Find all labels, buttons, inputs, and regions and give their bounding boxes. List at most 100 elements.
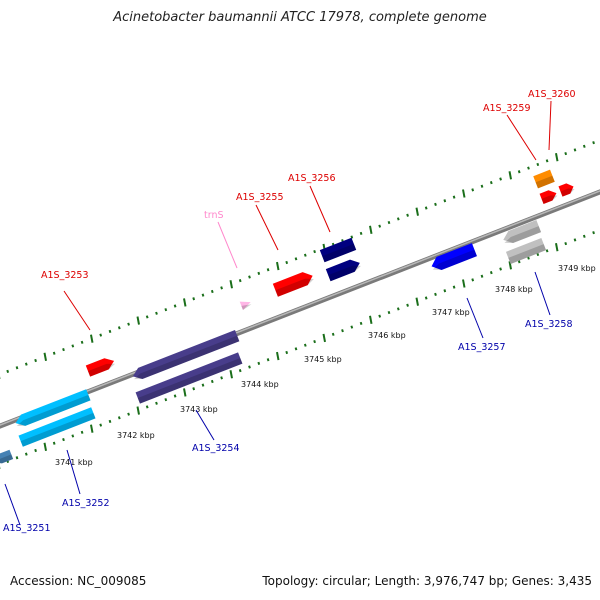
feature-a1s_3253[interactable]	[85, 355, 116, 377]
feature-arrow[interactable]	[539, 188, 559, 205]
feature-a1s_3254[interactable]	[131, 330, 243, 404]
feature-arrow[interactable]	[272, 269, 315, 297]
feature-arrow[interactable]	[239, 298, 253, 311]
forward-tick	[434, 202, 437, 206]
forward-tick	[6, 369, 10, 373]
feature-arrow[interactable]	[501, 220, 542, 246]
label-leader	[534, 271, 551, 316]
forward-tick	[145, 315, 149, 319]
feature-shading	[508, 244, 547, 264]
feature-arrow[interactable]	[505, 238, 547, 264]
forward-tick	[164, 308, 168, 312]
feature-label[interactable]: A1S_3256	[288, 173, 336, 184]
forward-tick	[108, 329, 112, 334]
label-leader	[66, 449, 81, 495]
reverse-tick	[545, 249, 549, 253]
forward-tick	[90, 334, 94, 343]
feature-label[interactable]: A1S_3259	[483, 103, 531, 114]
forward-tick	[99, 333, 103, 337]
scale-labels: 3741 kbp 3742 kbp 3743 kbp 3744 kbp 3745 kbp…	[55, 264, 596, 467]
feature-label[interactable]: trnS	[204, 210, 224, 221]
reverse-tick	[480, 274, 484, 278]
reverse-tick	[452, 285, 456, 289]
feature-shading	[87, 363, 116, 377]
forward-tick	[592, 141, 595, 145]
feature-arrow[interactable]	[135, 352, 243, 404]
forward-tick	[285, 260, 289, 265]
feature-shading	[137, 358, 243, 404]
feature-arrow[interactable]	[131, 330, 240, 382]
feature-a1s_3258[interactable]	[501, 220, 547, 264]
feature-label[interactable]: A1S_3254	[192, 443, 240, 454]
reverse-tick	[592, 231, 595, 235]
reverse-tick	[415, 297, 419, 306]
reverse-tick	[248, 365, 251, 369]
forward-tick	[545, 159, 549, 163]
forward-tick	[34, 358, 37, 363]
reverse-tick	[582, 234, 586, 238]
forward-tick	[248, 275, 251, 279]
label-leader	[548, 100, 552, 151]
feature-arrow[interactable]	[0, 449, 14, 467]
feature-shading	[535, 175, 555, 189]
feature-a1s_3259[interactable]	[533, 169, 555, 189]
forward-tick	[155, 311, 158, 315]
feature-a1s_3257[interactable]	[429, 243, 477, 273]
forward-tick	[517, 170, 521, 174]
feature-label[interactable]: A1S_3257	[458, 342, 506, 353]
forward-tick	[313, 249, 316, 254]
feature-label[interactable]: A1S_3260	[528, 89, 576, 100]
feature-arrow[interactable]	[429, 243, 477, 273]
forward-tick	[294, 257, 298, 261]
reverse-tick	[238, 369, 242, 373]
reverse-tick	[331, 332, 335, 336]
reverse-tick	[62, 437, 65, 442]
reverse-tick	[24, 452, 28, 456]
feature-label[interactable]: A1S_3253	[41, 270, 89, 281]
feature-shading	[241, 304, 252, 311]
feature-arrow[interactable]	[13, 389, 91, 429]
feature-arrow[interactable]	[558, 181, 575, 197]
genome-backbone	[0, 189, 600, 429]
forward-tick	[424, 206, 428, 210]
feature-a1s_3251[interactable]	[0, 449, 14, 467]
feature-label[interactable]: A1S_3258	[525, 319, 573, 330]
forward-tick	[117, 326, 121, 330]
forward-tick	[555, 153, 559, 162]
feature-a1s_3260[interactable]	[539, 181, 576, 205]
reverse-tick	[34, 448, 37, 453]
feature-a1s_3255[interactable]	[272, 269, 315, 297]
forward-tick	[508, 171, 512, 180]
label-leader	[255, 204, 279, 251]
feature-arrow[interactable]	[325, 257, 362, 282]
forward-tick	[499, 177, 502, 181]
feature-label[interactable]: A1S_3255	[236, 192, 284, 203]
accession-text: Accession: NC_009085	[10, 574, 147, 588]
reverse-tick	[108, 419, 112, 424]
feature-arrow[interactable]	[533, 169, 555, 189]
scale-label: 3746 kbp	[368, 331, 406, 340]
feature-a1s_3252[interactable]	[13, 389, 96, 447]
feature-shading	[0, 454, 14, 464]
feature-label[interactable]: A1S_3252	[62, 498, 110, 509]
feature-trns[interactable]	[239, 298, 253, 311]
feature-shading	[133, 335, 240, 380]
reverse-tick	[396, 307, 400, 311]
reverse-tick	[378, 314, 382, 318]
forward-tick	[257, 271, 261, 275]
forward-tick	[15, 366, 19, 370]
forward-tick	[582, 144, 586, 148]
feature-arrow[interactable]	[18, 407, 96, 447]
forward-tick	[62, 347, 65, 352]
feature-label[interactable]: A1S_3251	[3, 523, 51, 534]
reverse-tick	[43, 442, 47, 452]
reverse-tick	[573, 238, 577, 242]
reverse-tick	[555, 243, 559, 252]
forward-tick	[52, 351, 56, 355]
feature-arrow[interactable]	[319, 237, 357, 263]
forward-tick	[462, 189, 466, 198]
feature-arrow[interactable]	[85, 355, 116, 377]
label-leader	[217, 221, 238, 269]
feature-a1s_3256[interactable]	[319, 237, 362, 282]
